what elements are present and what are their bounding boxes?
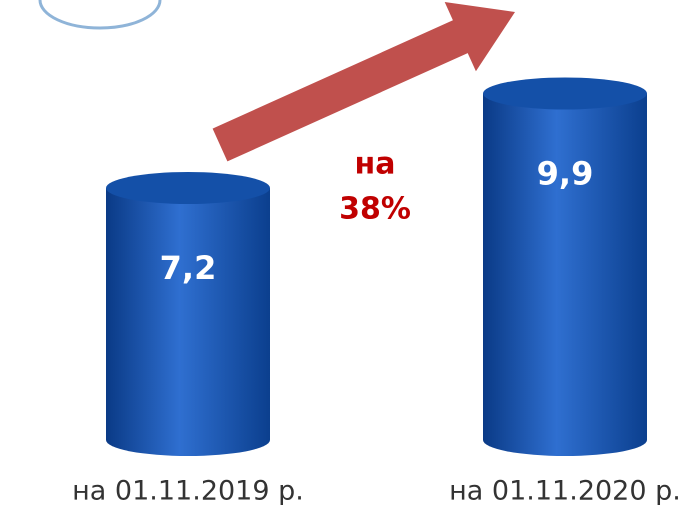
- x-tick-label: на 01.11.2019 р.: [72, 476, 304, 507]
- bar: [106, 188, 270, 440]
- bar-top: [483, 77, 647, 110]
- value-label: 9,9: [537, 155, 594, 193]
- annotation-line: 38%: [339, 192, 411, 227]
- annotation-line: на: [355, 147, 396, 182]
- value-label: 7,2: [160, 249, 217, 287]
- bar-top: [106, 172, 270, 204]
- bar: [483, 93, 647, 440]
- growth-arrow: [212, 2, 515, 162]
- logo-fragment: [38, 0, 162, 30]
- x-tick-label: на 01.11.2020 р.: [449, 476, 681, 507]
